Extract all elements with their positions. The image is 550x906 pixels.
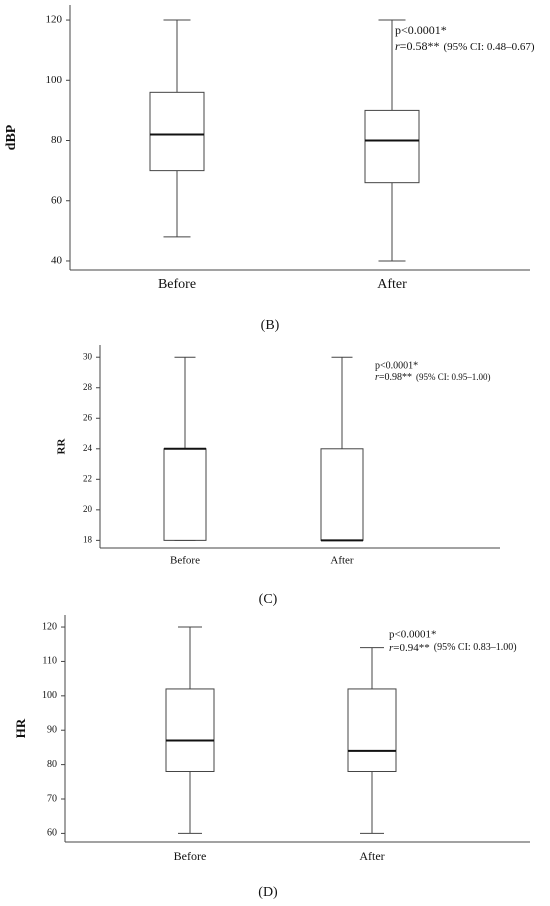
box [149,91,205,172]
y-tick-label: 70 [47,793,57,804]
y-tick-label: 100 [46,74,63,86]
y-tick-label: 30 [83,351,93,361]
annotation-r: r=0.94** (95% CI: 0.83–1.00) [389,642,517,654]
y-tick-label: 90 [47,725,57,736]
r-value: =0.98** [379,372,412,383]
x-tick-label: After [330,555,354,567]
x-tick-label: Before [158,277,196,292]
y-tick-label: 24 [83,443,93,453]
r-symbol: r [375,372,379,383]
box [165,688,215,772]
y-tick-label: 40 [51,254,63,266]
y-tick-label: 60 [51,194,63,206]
x-tick-label: After [359,849,384,863]
x-tick-label: After [377,277,407,292]
y-tick-label: 18 [83,534,93,544]
y-tick-label: 100 [42,690,57,701]
box [347,688,397,772]
y-axis-label: RR [56,438,68,455]
y-axis-label: dBP [4,124,19,150]
y-tick-label: 60 [47,828,57,839]
box [364,109,420,184]
y-tick-label: 120 [42,621,57,632]
annotation-r: r=0.58** (95% CI: 0.48–0.67) [395,39,535,53]
y-tick-label: 80 [51,134,63,146]
ci: (95% CI: 0.83–1.00) [434,642,517,653]
x-tick-label: Before [170,555,200,567]
annotation-p: p<0.0001* [375,360,418,371]
ci: (95% CI: 0.48–0.67) [443,41,534,53]
r-value: =0.94** [393,642,429,654]
y-tick-label: 22 [83,473,92,483]
r-value: =0.58** [400,39,440,53]
y-tick-label: 80 [47,759,57,770]
caption: (C) [259,592,278,607]
r-symbol: r [389,642,394,654]
y-tick-label: 110 [42,656,57,667]
y-tick-label: 26 [83,412,93,422]
box [163,448,207,541]
y-tick-label: 120 [46,14,63,26]
r-symbol: r [395,39,400,53]
annotation-p: p<0.0001* [389,629,436,641]
caption: (D) [258,885,278,900]
caption: (B) [261,318,280,333]
x-tick-label: Before [174,849,207,863]
panel: 40 60 80 100 120 dBP Before After p<0.0001* r=0.5… [4,5,535,333]
panel: 60 70 80 90 100 110 120 HR Before After p<0.0001*r… [13,615,530,900]
y-axis-label: HR [13,718,28,738]
annotation-r: r=0.98** (95% CI: 0.95–1.00) [375,372,491,383]
annotation-p: p<0.0001* [395,23,447,37]
y-tick-label: 20 [83,504,93,514]
panel: 18 20 22 24 26 28 30 RR Before After p<0.0001*r=0.… [56,345,500,607]
ci: (95% CI: 0.95–1.00) [416,372,491,382]
y-tick-label: 28 [83,382,93,392]
box [320,448,364,541]
